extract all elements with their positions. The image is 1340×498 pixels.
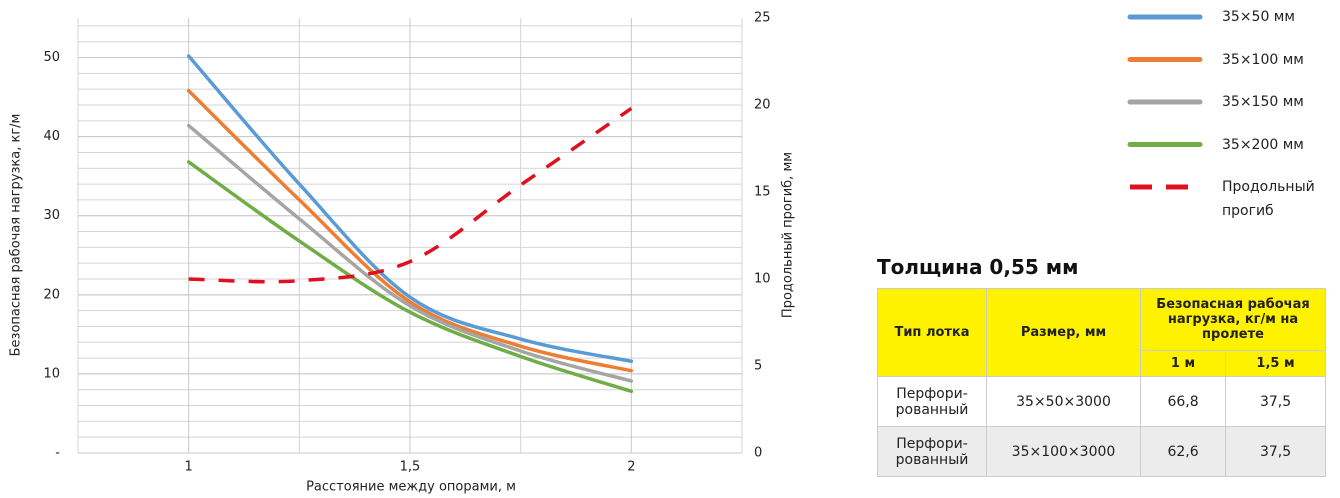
y2-tick-label: 15 [754,185,771,200]
cell: Перфори- рованный [877,376,987,427]
table-title: Толщина 0,55 мм [877,255,1079,279]
y-tick-label: 40 [43,129,60,144]
x-tick-label: 2 [627,460,635,475]
legend-label: 35×100 мм [1222,51,1304,68]
y2-tick-label: 10 [754,272,771,287]
y2-tick-label: 25 [754,11,771,26]
cell: 37,5 [1225,376,1326,427]
legend-label: 35×200 мм [1222,136,1304,153]
cell: 35×50×3000 [986,376,1141,427]
series-line [186,160,634,394]
cell: 37,5 [1225,426,1326,477]
y2-axis-label: Продольный прогиб, мм [781,152,796,318]
cell: 35×100×3000 [986,426,1141,477]
y-tick-label: - [55,446,60,461]
header-cell: Тип лотка [877,288,987,377]
y2-tick-label: 5 [754,359,762,374]
y-axis-label: Безопасная рабочая нагрузка, кг/м [9,114,24,357]
series-line [188,107,633,284]
y-tick-label: 50 [43,50,60,65]
y-tick-label: 30 [43,208,60,223]
legend-label: Продольный прогиб [1222,179,1315,219]
table: Тип лотка Размер, мм Безопасная рабочая на… [877,288,1326,477]
cell: 62,6 [1139,426,1227,477]
series-line [186,123,634,383]
cell: 66,8 [1139,376,1227,427]
series-line [186,54,634,364]
legend-label: 35×50 мм [1222,9,1295,25]
header-cell: 1,5 м [1225,350,1326,377]
y2-tick-label: 0 [754,446,762,461]
header-cell: Безопасная рабочая нагрузка, кг/м на про… [1140,288,1326,351]
y-tick-label: 10 [43,366,60,381]
header-cell: Размер, мм [986,288,1141,377]
header-cell: 1 м [1139,350,1227,377]
series-line [186,89,634,373]
x-axis-label: Расстояние между опорами, м [306,480,516,495]
y-tick-label: 20 [43,287,60,302]
cell: Перфори- рованный [877,426,987,477]
x-tick-label: 1 [185,460,193,475]
legend-label: 35×150 мм [1222,94,1304,110]
y2-tick-label: 20 [754,98,771,113]
x-tick-label: 1,5 [400,460,421,475]
